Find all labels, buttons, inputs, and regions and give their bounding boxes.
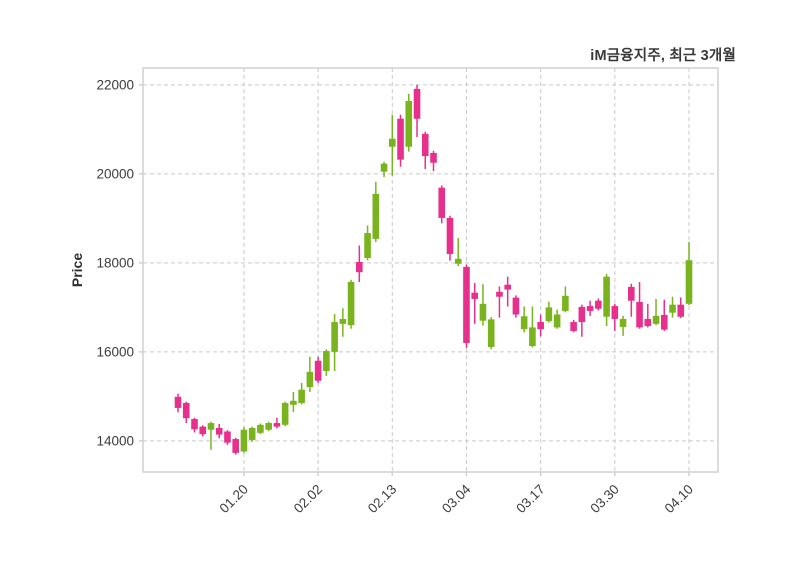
candle-body-up: [240, 429, 248, 452]
candle-body-down: [191, 419, 198, 430]
candle-body-up: [545, 307, 553, 322]
candle-body-up: [669, 304, 676, 313]
candle-body-down: [471, 292, 479, 299]
candle-body-down: [586, 306, 594, 311]
x-axis-tick-label: 03.04: [439, 481, 474, 516]
candle-body-up: [281, 403, 289, 425]
candle-body-up: [290, 400, 297, 405]
candle-body-down: [182, 403, 190, 419]
candle-body-up: [323, 350, 330, 371]
x-axis-tick-label: 02.13: [365, 482, 400, 517]
x-axis-tick-label: 04.10: [662, 482, 697, 517]
candle-body-down: [413, 88, 421, 119]
candle-body-down: [273, 423, 281, 427]
candle-body-up: [257, 424, 264, 433]
x-axis-tick-label: 01.20: [217, 482, 252, 517]
candle-body-down: [224, 431, 231, 443]
candle-body-down: [397, 118, 404, 160]
x-axis-tick-label: 02.02: [291, 482, 326, 517]
candle-body-up: [306, 371, 314, 388]
x-axis-tick-label: 03.30: [587, 482, 622, 517]
candle-body-down: [496, 291, 503, 297]
candle-body-up: [454, 258, 462, 264]
candle-body-down: [512, 297, 520, 315]
candle-body-up: [372, 193, 380, 239]
candle-body-down: [438, 187, 446, 218]
candle-body-up: [487, 319, 495, 347]
candle-body-down: [644, 318, 652, 327]
candle-body-up: [347, 282, 355, 326]
candle-body-up: [248, 427, 256, 440]
candle-body-down: [578, 306, 586, 323]
candle-body-up: [562, 295, 569, 311]
candle-body-down: [314, 360, 322, 381]
candle-body-up: [479, 303, 487, 321]
candle-body-down: [660, 314, 668, 330]
candle-body-down: [446, 217, 454, 254]
y-axis-tick-label: 20000: [96, 166, 134, 181]
candle-body-up: [619, 318, 627, 327]
candle-body-down: [215, 427, 223, 435]
candle-body-down: [537, 322, 544, 330]
candle-body-down: [463, 266, 470, 343]
y-axis-label: Price: [69, 253, 85, 287]
candle-body-up: [553, 314, 561, 328]
candle-body-up: [405, 100, 413, 147]
x-axis-tick-label: 03.17: [513, 482, 548, 517]
candle-body-up: [331, 322, 338, 352]
candle-body-down: [421, 133, 429, 157]
candle-body-down: [430, 152, 437, 163]
candle-body-up: [529, 327, 536, 347]
candle-body-down: [504, 284, 511, 290]
candle-body-down: [611, 306, 619, 319]
candle-body-up: [652, 315, 660, 324]
candle-body-down: [356, 261, 363, 273]
candle-body-down: [636, 302, 643, 328]
candle-body-up: [265, 423, 272, 430]
plot-border: [142, 67, 719, 473]
candle-body-up: [207, 423, 215, 430]
candle-body-up: [685, 260, 693, 304]
candle-body-down: [628, 286, 635, 301]
y-axis-tick-label: 18000: [96, 255, 134, 270]
chart-title: iM금융지주, 최근 3개월: [590, 48, 736, 64]
candle-body-up: [298, 389, 305, 404]
y-axis-tick-label: 16000: [96, 344, 134, 359]
candle-body-up: [603, 276, 610, 317]
y-axis-tick-label: 14000: [96, 433, 134, 448]
candle-body-up: [364, 233, 371, 258]
candle-body-down: [232, 439, 239, 453]
candle-body-up: [339, 318, 347, 324]
candle-body-up: [388, 138, 396, 147]
candle-body-down: [677, 304, 685, 317]
candle-body-down: [199, 426, 207, 435]
candle-body-up: [520, 316, 528, 330]
candle-body-down: [174, 396, 182, 408]
candle-body-down: [595, 300, 602, 309]
candle-body-up: [380, 163, 388, 172]
candle-body-down: [570, 322, 577, 331]
y-axis-tick-label: 22000: [96, 77, 134, 92]
